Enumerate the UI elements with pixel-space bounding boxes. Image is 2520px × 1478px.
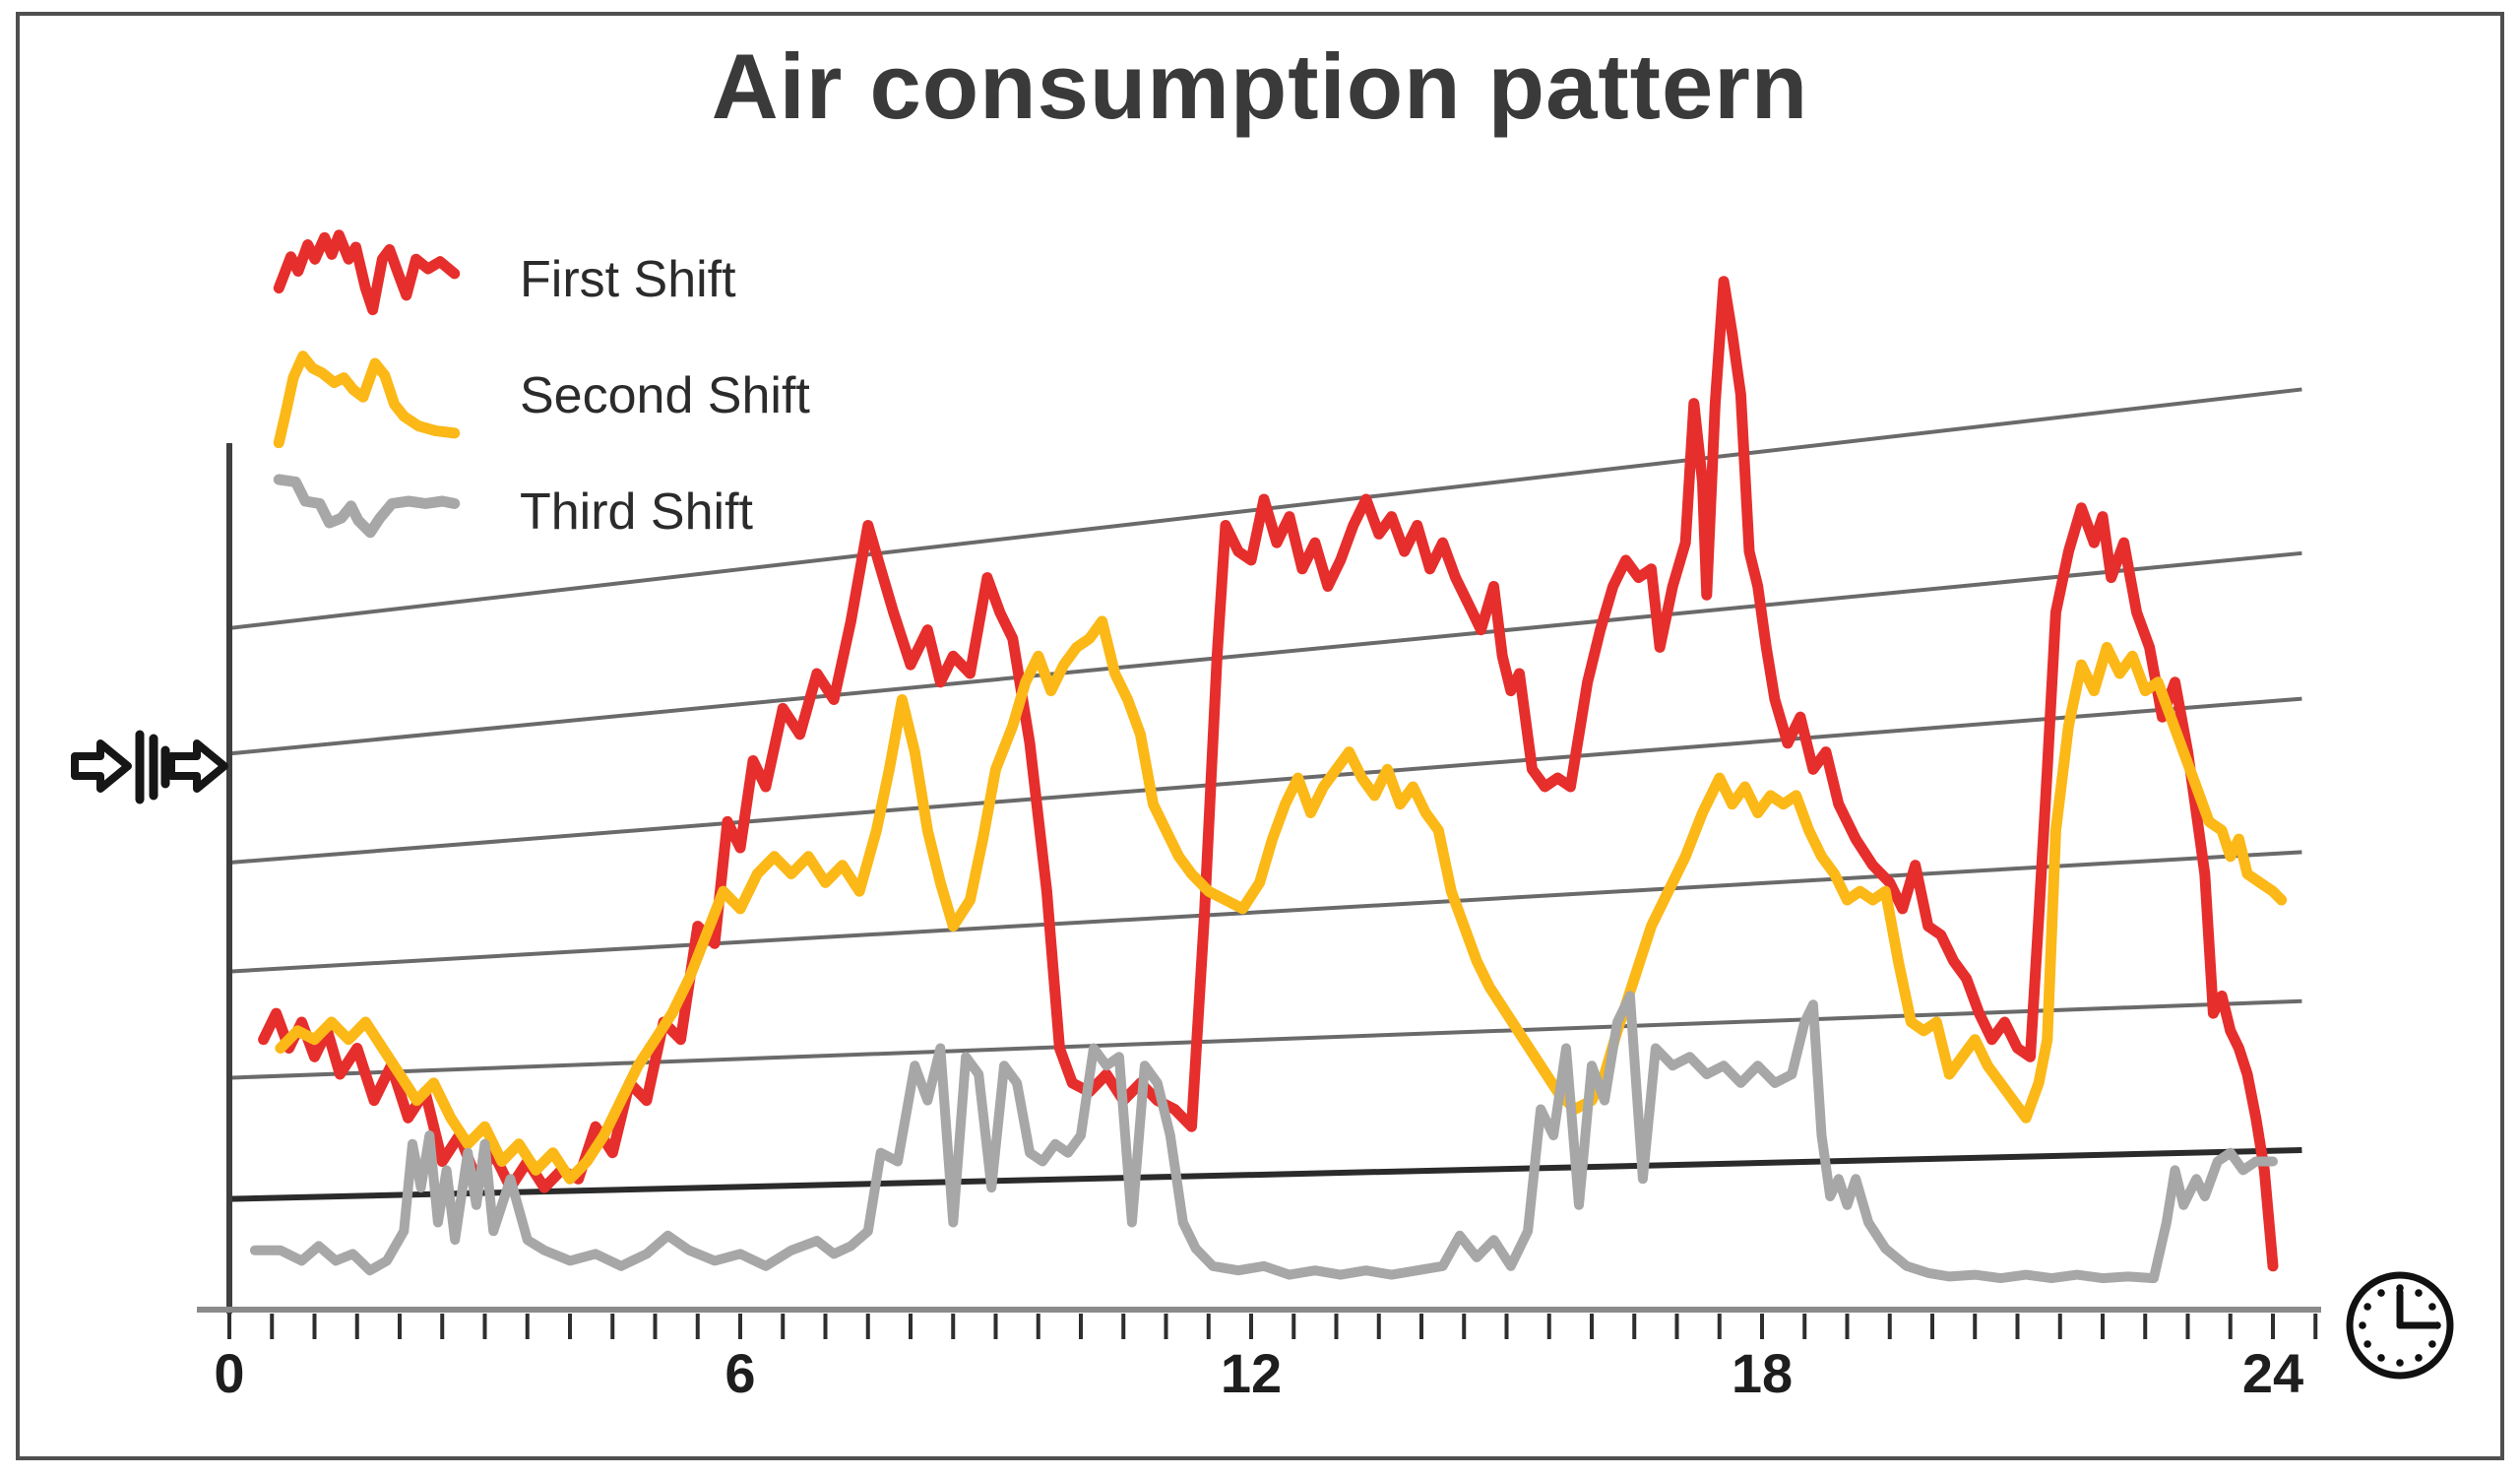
reference-line-6 [228,1147,2302,1202]
reference-line-2 [228,550,2302,756]
first-shift-line-swatch-icon [273,229,461,316]
clock-dot [2363,1340,2371,1348]
chart-title: Air consumption pattern [711,34,1809,138]
x-tick-label-12: 12 [1221,1342,1282,1404]
clock-icon [2346,1271,2454,1380]
x-tick-label-24: 24 [2242,1342,2303,1404]
legend-item-third-shift: Third Shift [251,454,810,570]
clock-dot [2415,1289,2423,1297]
legend-label-first-shift: First Shift [520,251,736,308]
legend-item-second-shift: Second Shift [251,338,810,454]
clock-dot [2377,1354,2385,1362]
clock-dot [2363,1303,2371,1311]
x-tick-label-18: 18 [1732,1342,1793,1404]
clock-dot [2428,1340,2436,1348]
clock-dot [2428,1303,2436,1311]
chart-legend: First Shift Second Shift Third Shift [251,222,810,570]
x-tick-label-6: 6 [724,1342,755,1404]
clock-dot [2415,1354,2423,1362]
reference-line-4 [228,850,2302,974]
air-flow-arrows-icon [71,730,228,804]
reference-line-3 [228,696,2302,865]
legend-item-first-shift: First Shift [251,222,810,338]
legend-label-second-shift: Second Shift [520,367,810,424]
series-line-second-shift [275,615,2288,1185]
legend-label-third-shift: Third Shift [520,483,753,541]
series-line-third-shift [249,991,2278,1284]
clock-dot [2396,1359,2404,1367]
clock-dot [2377,1289,2385,1297]
series-line-first-shift [258,276,2279,1272]
second-shift-line-swatch-icon [273,351,461,449]
third-shift-line-swatch-icon [273,474,461,539]
reference-line-5 [228,998,2302,1080]
clock-dot [2359,1321,2366,1329]
x-tick-label-0: 0 [214,1342,244,1404]
